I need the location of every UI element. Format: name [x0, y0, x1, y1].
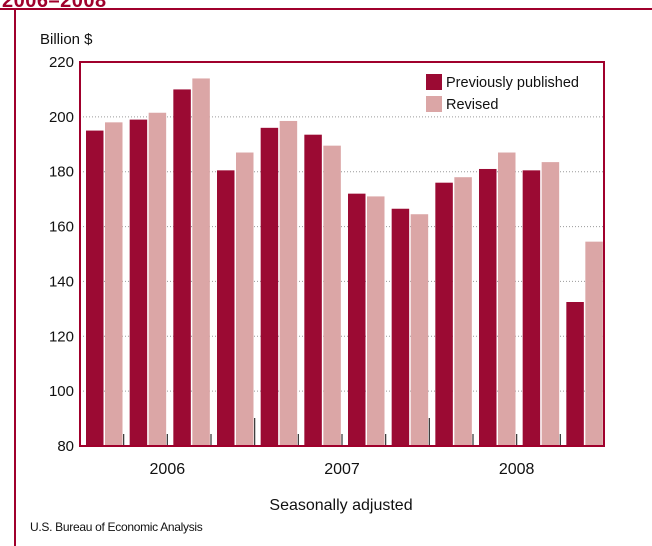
y-tick-label-220: 220: [49, 54, 74, 71]
bar-previously-published-2007-q4: [391, 208, 410, 446]
bar-group: [86, 78, 603, 447]
frame-left-rule: [14, 8, 16, 546]
legend-label-previously-published: Previously published: [446, 75, 579, 91]
legend-swatch-previously-published: [426, 74, 442, 90]
bar-previously-published-2007-q2: [304, 134, 322, 446]
bar-previously-published-2006-q2: [129, 119, 148, 446]
y-axis-ticks: 80 100 120 140 160 180 200 220: [49, 54, 74, 455]
y-tick-label-140: 140: [49, 273, 74, 290]
x-axis-ticks: [123, 418, 561, 446]
plot-border: [79, 61, 605, 447]
bar-previously-published-2008-q2: [479, 168, 497, 446]
bar-revised-2008-q4: [585, 241, 603, 446]
bar-previously-published-2006-q4: [217, 170, 235, 447]
bar-revised-2007-q3: [367, 196, 385, 446]
bar-revised-2006-q2: [148, 112, 167, 446]
bar-revised-2006-q3: [192, 78, 210, 446]
bar-revised-2006-q4: [236, 152, 254, 446]
y-axis-label: Billion $: [40, 31, 93, 48]
y-tick-label-100: 100: [49, 383, 74, 400]
bar-previously-published-2008-q1: [435, 182, 453, 446]
legend-swatch-revised: [426, 96, 442, 112]
y-tick-label-180: 180: [49, 164, 74, 181]
bar-previously-published-2006-q1: [86, 130, 104, 447]
gridlines: [80, 116, 604, 392]
bar-previously-published-2008-q3: [522, 170, 541, 447]
x-axis-label: Seasonally adjusted: [269, 497, 412, 514]
y-tick-label-200: 200: [49, 109, 74, 126]
bar-revised-2007-q4: [410, 214, 429, 446]
legend: Previously published Revised: [426, 74, 579, 113]
year-label-2006: 2006: [150, 461, 186, 478]
bar-revised-2007-q2: [323, 145, 341, 446]
bar-revised-2006-q1: [105, 122, 123, 446]
bar-previously-published-2007-q1: [260, 127, 279, 446]
bar-revised-2008-q3: [541, 162, 560, 446]
year-label-2008: 2008: [499, 461, 535, 478]
source-note: U.S. Bureau of Economic Analysis: [30, 520, 203, 534]
bar-revised-2008-q1: [454, 177, 472, 446]
bar-previously-published-2006-q3: [173, 89, 191, 446]
bar-revised-2007-q1: [279, 120, 298, 446]
y-tick-label-120: 120: [49, 328, 74, 345]
bar-previously-published-2008-q4: [566, 302, 584, 446]
chart-title-partial: 2006–2008: [2, 0, 107, 12]
y-tick-label-80: 80: [57, 438, 74, 455]
legend-label-revised: Revised: [446, 97, 498, 113]
year-label-2007: 2007: [324, 461, 360, 478]
year-labels: 2006 2007 2008: [150, 461, 535, 478]
frame-top-rule: [0, 8, 652, 10]
bar-revised-2008-q2: [498, 152, 516, 446]
y-tick-label-160: 160: [49, 219, 74, 236]
bar-previously-published-2007-q3: [348, 193, 366, 446]
